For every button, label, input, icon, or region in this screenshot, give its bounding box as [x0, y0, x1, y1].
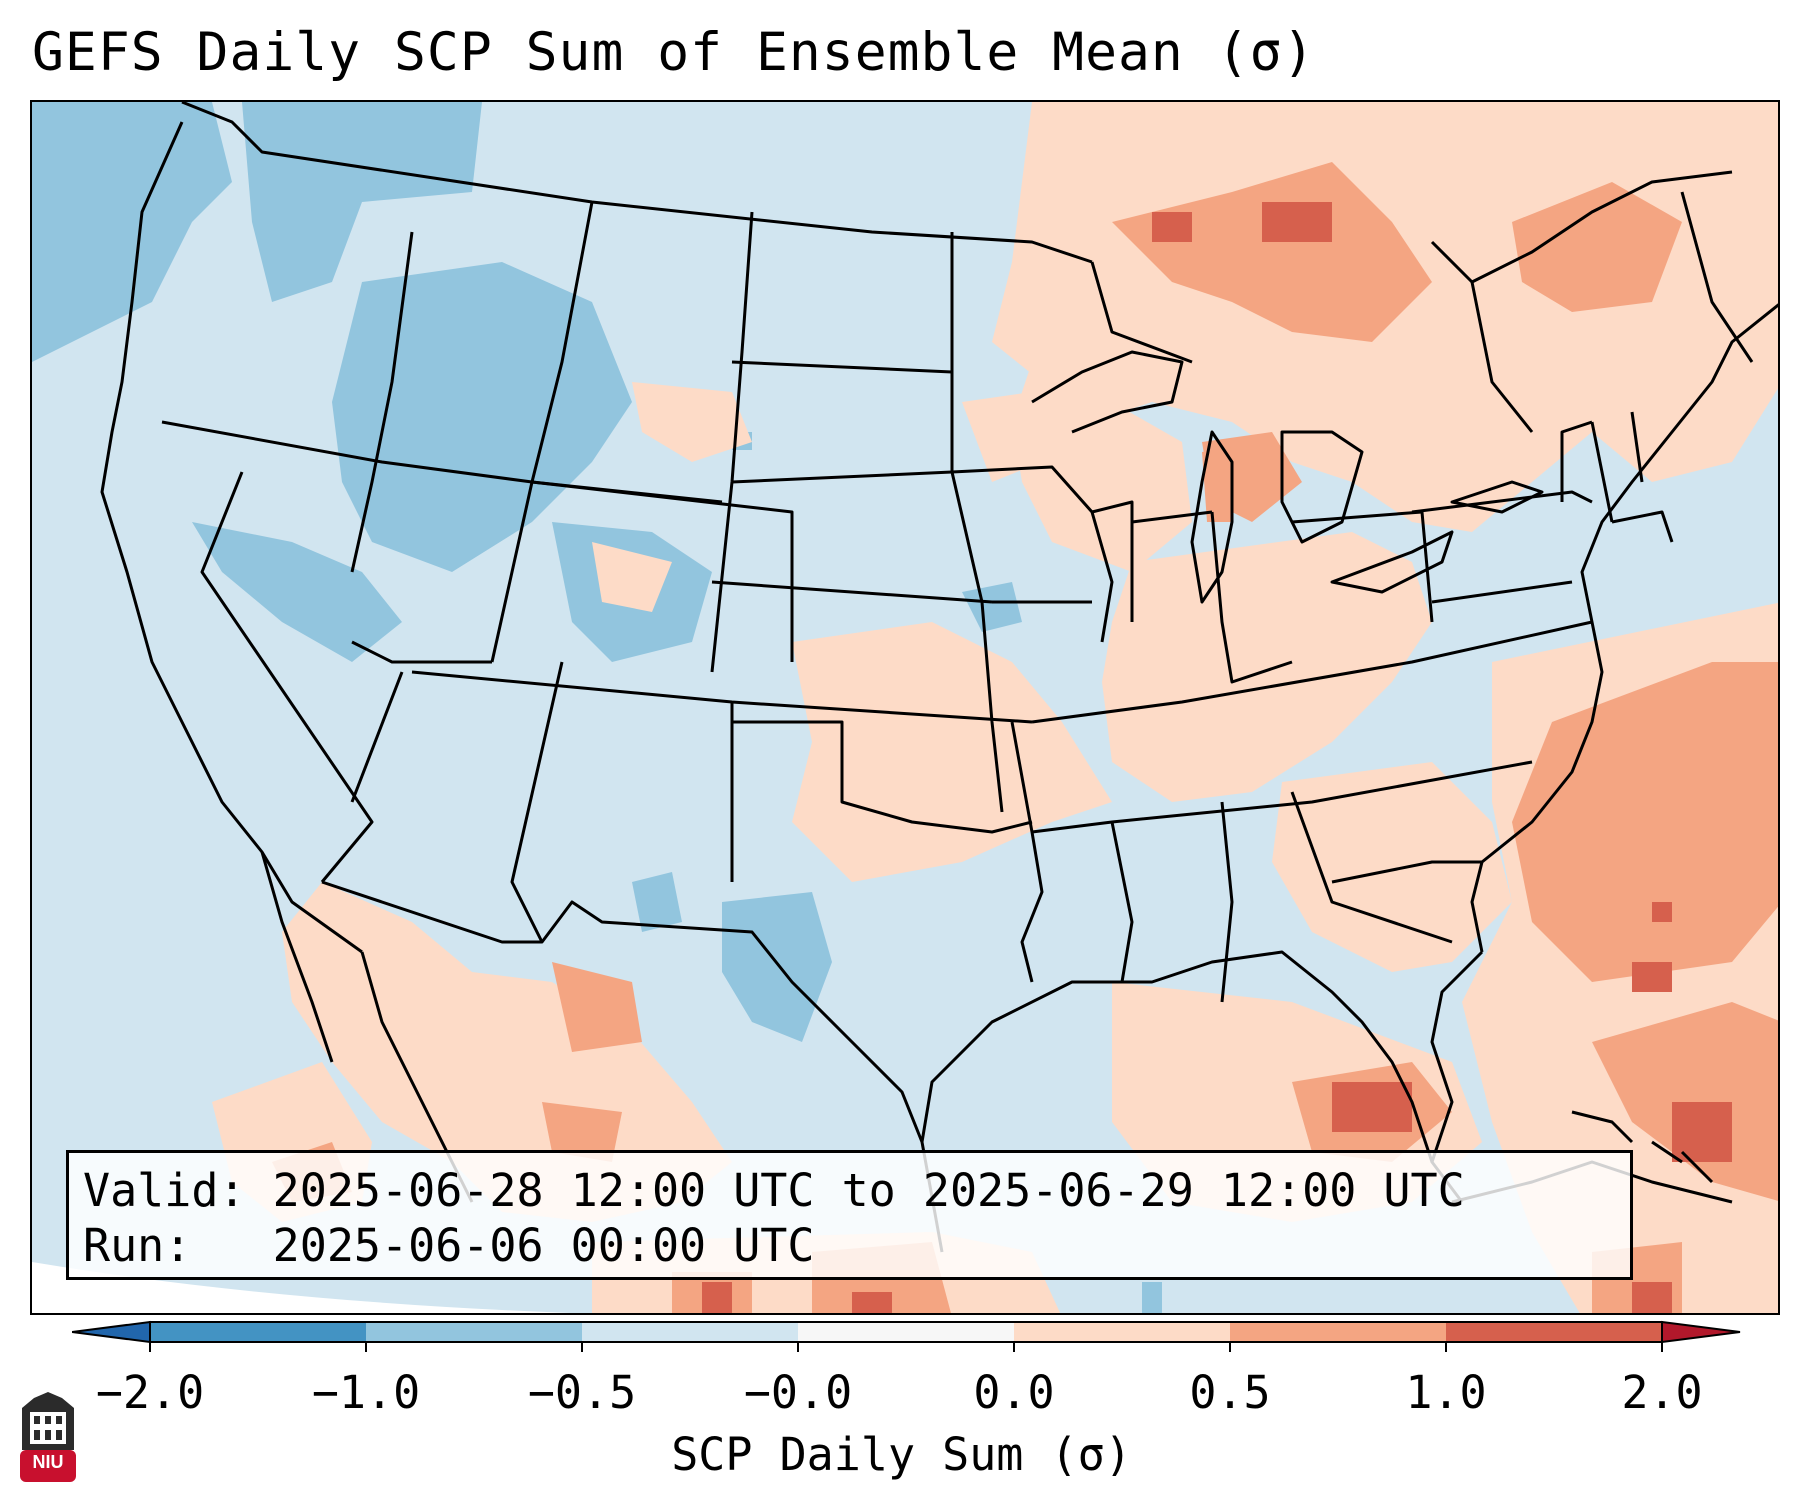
domain-edge-sw	[32, 1262, 572, 1313]
validity-info-box: Valid: 2025-06-28 12:00 UTC to 2025-06-2…	[66, 1150, 1633, 1280]
colorbar-segment-6	[1230, 1322, 1446, 1342]
colorbar-tick-label: −0.5	[527, 1366, 637, 1419]
colorbar-tick-label: 2.0	[1621, 1366, 1703, 1419]
colorbar	[72, 1320, 1741, 1352]
map-panel	[30, 100, 1780, 1315]
colorbar-tick-label: 1.0	[1405, 1366, 1487, 1419]
colorbar-title: SCP Daily Sum (σ)	[671, 1428, 1132, 1481]
colorbar-segment-7	[1446, 1322, 1662, 1342]
colorbar-segment-2	[366, 1322, 582, 1342]
colorbar-over-arrow	[1661, 1320, 1741, 1344]
colorbar-tick-label: 0.5	[1189, 1366, 1271, 1419]
map-title: GEFS Daily SCP Sum of Ensemble Mean (σ)	[32, 22, 1316, 83]
boundaries	[100, 102, 1778, 1253]
scp-field-map	[32, 102, 1778, 1313]
colorbar-segment-4	[798, 1322, 1014, 1342]
colorbar-tick-label: −0.0	[743, 1366, 853, 1419]
colorbar-segment-5	[1014, 1322, 1230, 1342]
strong-above-normal-field	[702, 202, 1732, 1313]
niu-logo-text: NIU	[32, 1452, 64, 1472]
colorbar-under-arrow	[72, 1320, 151, 1344]
colorbar-tick-label: 0.0	[973, 1366, 1055, 1419]
colorbar-segment-1	[150, 1322, 366, 1342]
niu-logo: NIU	[18, 1390, 78, 1486]
colorbar-tick-label: −1.0	[311, 1366, 421, 1419]
colorbar-tick-marks	[149, 1342, 1663, 1352]
niu-shield-icon	[20, 1392, 76, 1482]
colorbar-segment-3	[582, 1322, 798, 1342]
run-time-line: Run: 2025-06-06 00:00 UTC	[83, 1219, 815, 1272]
below-normal-field	[32, 102, 1738, 1313]
valid-time-line: Valid: 2025-06-28 12:00 UTC to 2025-06-2…	[83, 1164, 1465, 1217]
colorbar-tick-label: −2.0	[95, 1366, 205, 1419]
